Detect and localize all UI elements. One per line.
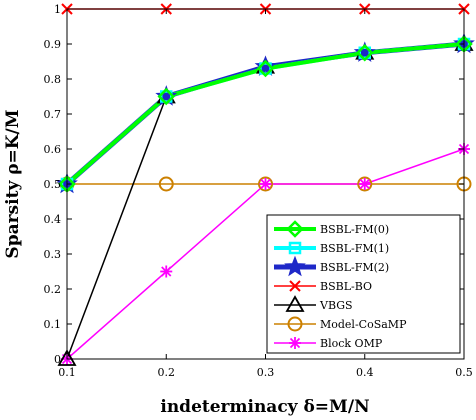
y-tick-label: 0.4	[44, 213, 62, 226]
data-point-block-omp	[160, 265, 173, 278]
legend-label: BSBL-FM(1)	[320, 242, 389, 255]
data-point-model-cosamp	[357, 176, 373, 192]
legend-marker	[285, 295, 305, 312]
y-tick-label: 1	[54, 3, 61, 16]
y-tick-label: 0.9	[44, 38, 62, 51]
y-tick-label: 0.5	[44, 178, 62, 191]
data-point-block-omp	[259, 178, 272, 190]
data-point-bsbl-fm-2	[254, 55, 277, 76]
y-tick-label: 0	[54, 353, 61, 366]
legend-label: VBGS	[319, 299, 353, 312]
legend-marker	[286, 220, 304, 238]
x-tick-label: 0.4	[356, 366, 374, 379]
legend-label: Model-CoSaMP	[320, 318, 407, 331]
legend-marker	[289, 280, 301, 292]
ticks-layer: 0.1 0.2 0.3 0.4 0.500.10.20.30.40.50.60.70.8…	[44, 3, 473, 379]
y-tick-label: 0.3	[44, 248, 62, 261]
x-axis-title: indeterminacy δ=M/N	[160, 397, 369, 417]
data-point-bsbl-fm-0	[157, 87, 176, 106]
data-point-model-cosamp	[158, 176, 174, 192]
y-axis-title: Sparsity ρ=K/M	[3, 109, 23, 258]
legend-item-bsbl-fm-0: BSBL-FM(0)	[274, 220, 389, 238]
y-tick-label: 0.6	[44, 143, 62, 156]
y-tick-label: 0.1	[44, 318, 62, 331]
x-tick-label: 0.1	[58, 366, 76, 379]
legend-item-block-omp: Block OMP	[274, 337, 383, 350]
legend-item-model-cosamp: Model-CoSaMP	[274, 316, 407, 332]
legend-marker	[289, 337, 301, 349]
data-point-block-omp	[358, 178, 371, 190]
legend-item-bsbl-fm-1: BSBL-FM(1)	[274, 241, 389, 255]
legend-label: BSBL-FM(0)	[320, 223, 389, 236]
legend: BSBL-FM(0) BSBL-FM(1) BSBL-FM(2) BSBL-BO VBG…	[266, 214, 461, 354]
legend-marker	[287, 316, 303, 332]
data-point-model-cosamp	[258, 176, 273, 192]
legend-item-bsbl-fm-2: BSBL-FM(2)	[274, 255, 389, 277]
legend-marker	[284, 255, 306, 277]
data-point-bsbl-fm-1	[259, 62, 272, 75]
data-point-bsbl-fm-1	[358, 46, 371, 59]
legend-item-bsbl-bo: BSBL-BO	[274, 280, 372, 293]
legend-label: BSBL-FM(2)	[320, 261, 389, 274]
legend-label: BSBL-BO	[320, 280, 372, 293]
y-tick-label: 0.2	[44, 283, 62, 296]
data-point-bsbl-fm-0	[256, 59, 275, 78]
x-tick-label: 0.2	[158, 366, 176, 379]
x-tick-label: 0.3	[257, 366, 275, 379]
legend-marker	[288, 241, 302, 255]
y-tick-label: 0.8	[44, 73, 62, 86]
legend-label: Block OMP	[320, 337, 383, 350]
data-point-bsbl-fm-0	[355, 43, 374, 62]
y-tick-label: 0.7	[44, 108, 62, 121]
data-point-bsbl-fm-1	[160, 90, 173, 103]
legend-item-vbgs: VBGS	[274, 295, 353, 312]
data-point-vbgs	[57, 349, 77, 366]
legend-entries: BSBL-FM(0) BSBL-FM(1) BSBL-FM(2) BSBL-BO VBG…	[274, 220, 407, 350]
x-tick-label: 0.5	[455, 366, 473, 379]
